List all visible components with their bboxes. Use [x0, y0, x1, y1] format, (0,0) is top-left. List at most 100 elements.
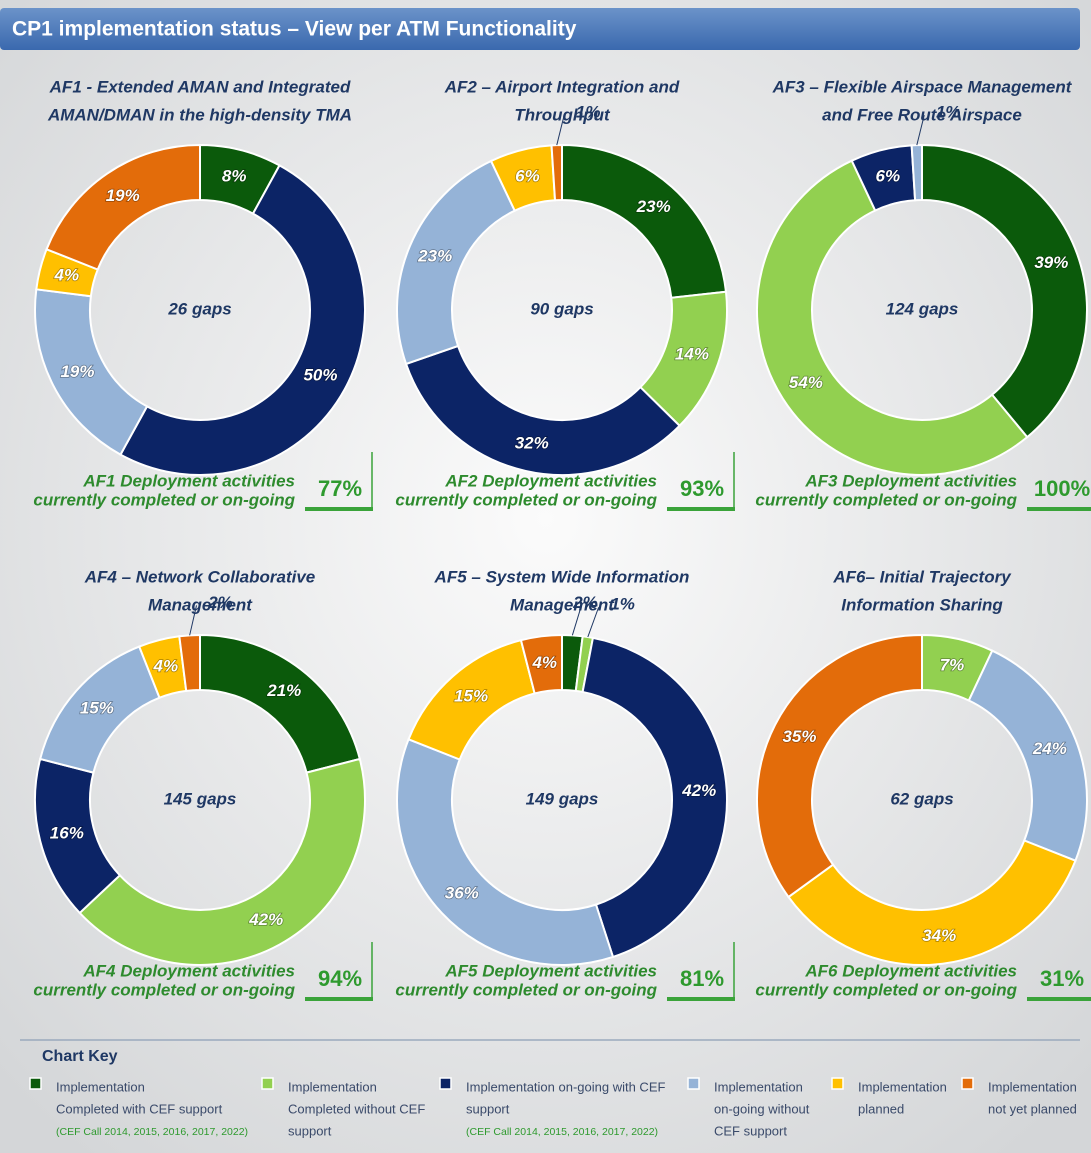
- donut-segment: [581, 636, 728, 959]
- donut-segment: [396, 737, 615, 966]
- segment-label: 21%: [266, 681, 301, 700]
- segment-label: 14%: [675, 344, 709, 363]
- deployment-text: currently completed or on-going: [33, 980, 295, 999]
- donut-segment: [45, 143, 201, 271]
- deployment-value: 93%: [680, 476, 724, 501]
- segment-label: 19%: [106, 186, 140, 205]
- donut-segment: [78, 757, 366, 966]
- segment-label: 16%: [50, 824, 84, 843]
- chart-title: AF2 – Airport Integration and: [444, 77, 680, 96]
- leader-line: [587, 607, 600, 638]
- segment-label: 50%: [303, 366, 337, 385]
- chart-title: AF5 – System Wide Information: [434, 567, 690, 586]
- deployment-value: 81%: [680, 966, 724, 991]
- deployment-value: 100%: [1034, 476, 1090, 501]
- legend-label: planned: [858, 1101, 904, 1116]
- legend-swatch: [961, 1077, 974, 1090]
- segment-label: 32%: [515, 434, 549, 453]
- segment-label: 54%: [789, 373, 823, 392]
- legend-label: Implementation: [56, 1079, 145, 1094]
- leader-line: [189, 605, 197, 636]
- center-label: 124 gaps: [886, 299, 959, 318]
- header-bar: [0, 8, 1080, 50]
- legend-title: Chart Key: [42, 1048, 118, 1065]
- segment-label: 15%: [454, 686, 488, 705]
- donut-segment: [910, 143, 923, 202]
- segment-label: 35%: [782, 727, 816, 746]
- donut-segment: [550, 143, 563, 202]
- legend-label: support: [288, 1123, 332, 1138]
- legend-label: support: [466, 1101, 510, 1116]
- legend-note: (CEF Call 2014, 2015, 2016, 2017, 2022): [56, 1126, 248, 1138]
- segment-label: 15%: [80, 699, 114, 718]
- legend-note: (CEF Call 2014, 2015, 2016, 2017, 2022): [466, 1126, 658, 1138]
- legend-label: not yet planned: [988, 1101, 1077, 1116]
- legend-swatch: [29, 1077, 42, 1090]
- legend-label: Implementation: [288, 1079, 377, 1094]
- chart-title: AF1 - Extended AMAN and Integrated: [49, 77, 351, 96]
- segment-label: 6%: [876, 166, 901, 185]
- deployment-text: AF4 Deployment activities: [82, 961, 295, 980]
- segment-label: 4%: [153, 656, 179, 675]
- segment-label: 4%: [531, 653, 557, 672]
- legend-label: Completed without CEF: [288, 1101, 425, 1116]
- center-label: 145 gaps: [164, 789, 237, 808]
- deployment-value: 77%: [318, 476, 362, 501]
- deployment-text: AF1 Deployment activities: [82, 471, 295, 490]
- legend-label: on-going without: [714, 1101, 810, 1116]
- segment-label: 2%: [207, 593, 233, 612]
- donut-segment: [178, 633, 201, 692]
- legend-label: CEF support: [714, 1123, 787, 1138]
- segment-label: 39%: [1034, 253, 1068, 272]
- donut-segment: [921, 143, 1088, 439]
- segment-label: 1%: [576, 103, 601, 122]
- donut-segment: [756, 633, 923, 899]
- legend-swatch: [439, 1077, 452, 1090]
- center-label: 62 gaps: [890, 789, 953, 808]
- donut-segment: [756, 159, 1029, 476]
- deployment-text: AF3 Deployment activities: [804, 471, 1017, 490]
- chart-title: AMAN/DMAN in the high-density TMA: [47, 105, 352, 124]
- deployment-text: currently completed or on-going: [755, 980, 1017, 999]
- chart-title: Management: [510, 595, 615, 614]
- center-label: 26 gaps: [167, 299, 231, 318]
- deployment-value: 31%: [1040, 966, 1084, 991]
- donut-segment: [787, 839, 1077, 966]
- legend-label: Implementation: [858, 1079, 947, 1094]
- legend-label: Implementation on-going with CEF: [466, 1079, 665, 1094]
- segment-label: 6%: [515, 166, 540, 185]
- deployment-text: currently completed or on-going: [395, 490, 657, 509]
- legend-swatch: [687, 1077, 700, 1090]
- legend-swatch: [831, 1077, 844, 1090]
- segment-label: 7%: [940, 655, 965, 674]
- segment-label: 34%: [922, 926, 956, 945]
- segment-label: 23%: [417, 246, 452, 265]
- donut-segment: [967, 649, 1088, 863]
- header-title: CP1 implementation status – View per ATM…: [12, 18, 577, 41]
- deployment-value: 94%: [318, 966, 362, 991]
- segment-label: 24%: [1032, 739, 1067, 758]
- deployment-text: currently completed or on-going: [755, 490, 1017, 509]
- segment-label: 8%: [222, 166, 247, 185]
- segment-label: 23%: [636, 197, 671, 216]
- deployment-text: AF6 Deployment activities: [804, 961, 1017, 980]
- segment-label: 42%: [681, 781, 716, 800]
- segment-label: 1%: [610, 595, 635, 614]
- deployment-text: AF2 Deployment activities: [444, 471, 657, 490]
- donut-segment: [519, 633, 563, 695]
- chart-title: AF3 – Flexible Airspace Management: [772, 77, 1073, 96]
- segment-label: 4%: [54, 265, 80, 284]
- leader-line: [916, 114, 925, 146]
- donut-segment: [404, 344, 682, 476]
- center-label: 149 gaps: [526, 789, 599, 808]
- segment-label: 36%: [445, 884, 479, 903]
- segment-label: 19%: [60, 362, 94, 381]
- segment-label: 2%: [572, 593, 598, 612]
- deployment-text: currently completed or on-going: [395, 980, 657, 999]
- center-label: 90 gaps: [530, 299, 593, 318]
- chart-title: AF6– Initial Trajectory: [832, 567, 1012, 586]
- legend-swatch: [261, 1077, 274, 1090]
- deployment-text: currently completed or on-going: [33, 490, 295, 509]
- chart-title: and Free Route Airspace: [822, 105, 1022, 124]
